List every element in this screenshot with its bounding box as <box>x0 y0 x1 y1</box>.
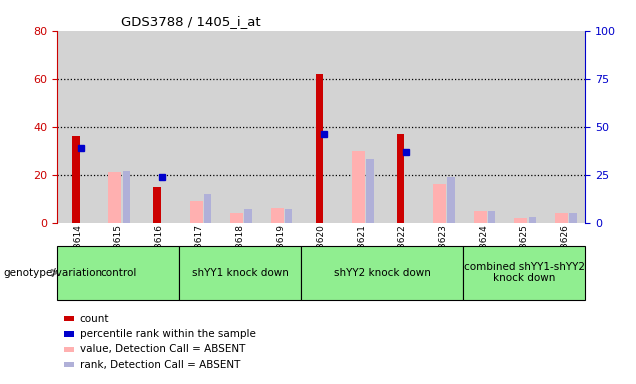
Bar <box>219 31 260 223</box>
Bar <box>230 213 243 223</box>
Bar <box>271 208 284 223</box>
Text: shYY2 knock down: shYY2 knock down <box>334 268 431 278</box>
Bar <box>260 31 301 223</box>
Text: control: control <box>100 268 136 278</box>
Bar <box>98 31 139 223</box>
Bar <box>515 218 527 223</box>
Text: shYY1 knock down: shYY1 knock down <box>191 268 288 278</box>
Bar <box>544 31 585 223</box>
Bar <box>316 74 323 223</box>
Text: count: count <box>80 314 109 324</box>
Text: value, Detection Call = ABSENT: value, Detection Call = ABSENT <box>80 344 245 354</box>
Text: combined shYY1-shYY2
knock down: combined shYY1-shYY2 knock down <box>464 262 584 283</box>
Text: rank, Detection Call = ABSENT: rank, Detection Call = ABSENT <box>80 360 240 370</box>
Text: genotype/variation: genotype/variation <box>3 268 102 278</box>
Bar <box>139 31 179 223</box>
Bar <box>190 201 203 223</box>
Bar <box>423 31 463 223</box>
Bar <box>529 217 536 223</box>
Bar <box>366 159 373 223</box>
Bar <box>153 187 161 223</box>
Bar <box>204 194 211 223</box>
Bar <box>448 177 455 223</box>
Bar <box>179 31 219 223</box>
Bar <box>352 151 365 223</box>
Bar <box>73 136 80 223</box>
Bar <box>488 211 495 223</box>
Bar <box>342 31 382 223</box>
Bar <box>285 209 293 223</box>
Bar <box>301 31 342 223</box>
Bar <box>123 171 130 223</box>
Text: GDS3788 / 1405_i_at: GDS3788 / 1405_i_at <box>121 15 260 28</box>
Bar <box>474 211 487 223</box>
Bar <box>57 31 98 223</box>
Bar <box>382 31 423 223</box>
Bar <box>397 134 404 223</box>
Bar <box>569 213 577 223</box>
Bar <box>108 172 121 223</box>
Bar <box>555 213 568 223</box>
Bar <box>463 31 504 223</box>
Bar <box>244 209 252 223</box>
Text: percentile rank within the sample: percentile rank within the sample <box>80 329 256 339</box>
Bar <box>433 184 446 223</box>
Bar <box>504 31 544 223</box>
